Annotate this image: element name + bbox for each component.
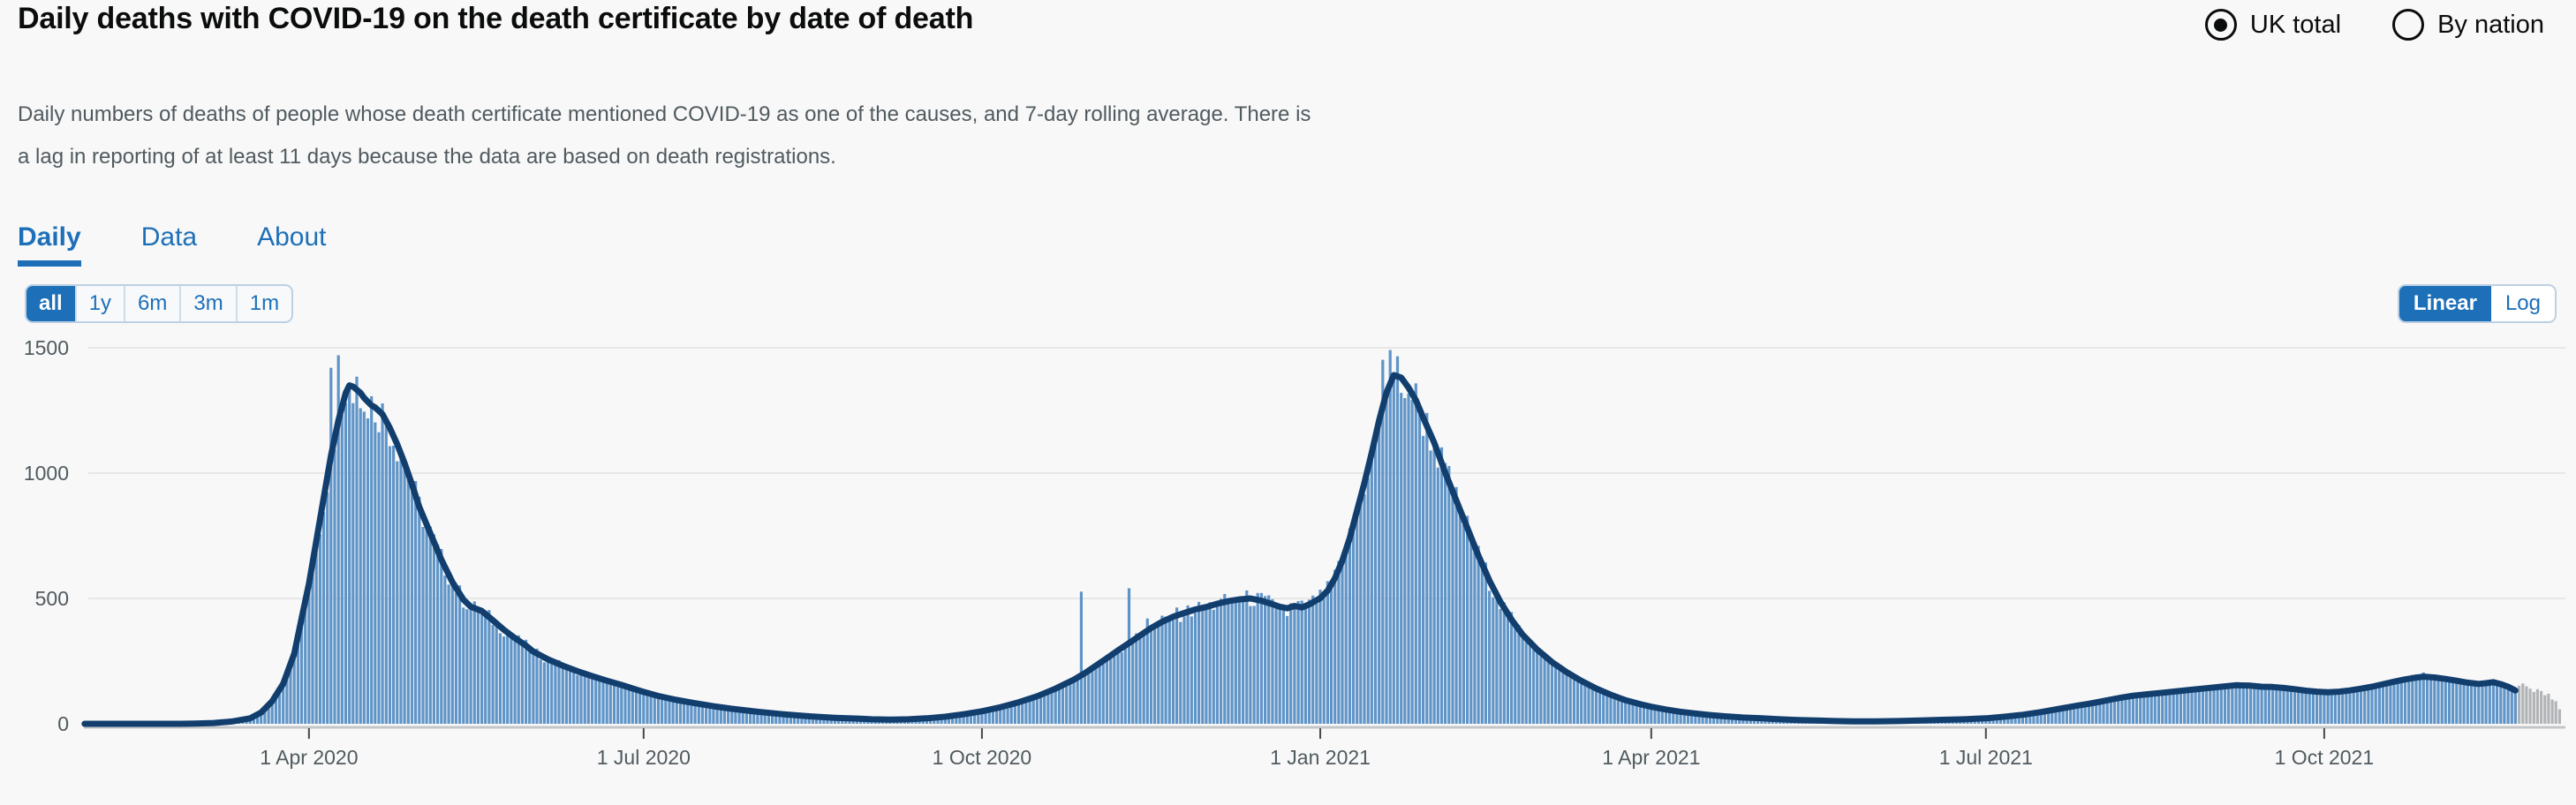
svg-text:1 Oct 2020: 1 Oct 2020 [933,746,1032,769]
range-button-all[interactable]: all [26,286,77,321]
svg-text:1 Jul 2021: 1 Jul 2021 [1939,746,2033,769]
radio-unselected-icon [2392,9,2425,41]
svg-text:1000: 1000 [24,462,69,485]
radio-uk-total-label: UK total [2249,10,2342,39]
chart-svg[interactable]: 0 500 1000 1500 1 Apr 2020 1 Jul 2020 1 Oct 20… [0,327,2576,801]
svg-text:500: 500 [35,587,69,610]
tab-about[interactable]: About [257,222,327,252]
scale-toggle: Linear Log [2397,284,2557,323]
range-button-3m[interactable]: 3m [181,286,238,321]
chart-description: Daily numbers of deaths of people whose … [18,102,1311,169]
radio-uk-total[interactable]: UK total [2204,9,2342,41]
svg-text:0: 0 [57,712,69,735]
tab-data[interactable]: Data [140,222,198,252]
scale-log-button[interactable]: Log [2504,291,2541,315]
tab-bar: Daily Data About [18,222,327,267]
range-button-1y[interactable]: 1y [77,286,126,321]
scale-linear-button[interactable]: Linear [2398,286,2491,321]
tab-daily[interactable]: Daily [18,222,81,267]
svg-text:1 Oct 2021: 1 Oct 2021 [2275,746,2375,769]
range-button-1m[interactable]: 1m [249,291,280,315]
deaths-chart[interactable]: 0 500 1000 1500 1 Apr 2020 1 Jul 2020 1 Oct 20… [0,327,2576,801]
page-title: Daily deaths with COVID-19 on the death … [18,2,974,35]
svg-text:1 Apr 2021: 1 Apr 2021 [1602,746,1700,769]
view-radio-group: UK total By nation [2204,9,2544,41]
radio-by-nation[interactable]: By nation [2392,9,2544,41]
range-button-6m[interactable]: 6m [125,286,182,321]
svg-text:1 Apr 2020: 1 Apr 2020 [260,746,358,769]
svg-text:1 Jul 2020: 1 Jul 2020 [597,746,691,769]
svg-text:1500: 1500 [24,336,69,359]
radio-selected-icon [2204,9,2237,41]
radio-by-nation-label: By nation [2437,10,2544,39]
svg-text:1 Jan 2021: 1 Jan 2021 [1270,746,1371,769]
range-selector: all 1y 6m 3m 1m [25,284,294,323]
